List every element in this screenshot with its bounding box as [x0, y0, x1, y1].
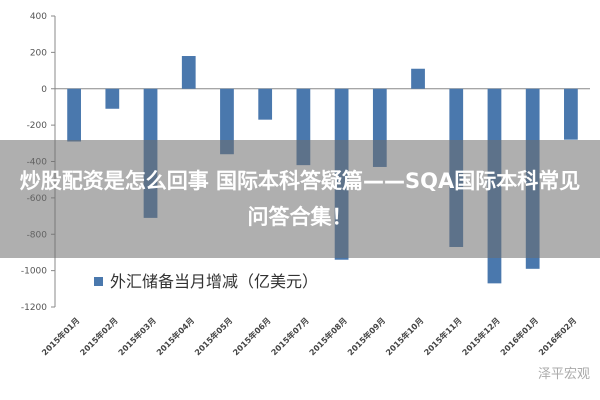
x-tick-label: 2015年09月 — [345, 315, 387, 357]
bar-2015年04月 — [181, 56, 196, 89]
watermark-text: 泽平宏观 — [537, 367, 590, 382]
bar-2015年05月 — [220, 88, 234, 155]
y-tick-label: 200 — [30, 48, 47, 58]
article-title: 炒股配资是怎么回事 国际本科答疑篇——SQA国际本科常见问答合集！ — [19, 169, 581, 229]
x-tick-label: 2015年06月 — [231, 315, 273, 357]
y-tick-label: -1200 — [21, 303, 47, 313]
bar-2015年02月 — [105, 88, 120, 109]
bar-2015年06月 — [258, 88, 273, 120]
x-tick-label: 2015年01月 — [40, 315, 82, 357]
y-tick-label: -200 — [27, 121, 48, 131]
y-tick-label: 400 — [30, 12, 47, 22]
x-tick-label: 2015年11月 — [422, 315, 464, 357]
legend-label: 外汇储备当月增减（亿美元） — [110, 272, 318, 291]
x-tick-label: 2015年04月 — [154, 315, 196, 357]
x-tick-label: 2016年01月 — [498, 315, 540, 357]
x-tick-label: 2016年02月 — [536, 315, 578, 357]
x-tick-label: 2015年03月 — [116, 315, 158, 357]
x-tick-label: 2015年12月 — [460, 315, 502, 357]
bar-2015年10月 — [411, 68, 425, 89]
x-tick-label: 2015年07月 — [269, 315, 311, 357]
legend-swatch — [94, 277, 103, 286]
bar-2016年02月 — [564, 88, 578, 140]
x-tick-label: 2015年08月 — [307, 315, 349, 357]
title-banner: 炒股配资是怎么回事 国际本科答疑篇——SQA国际本科常见问答合集！ — [0, 140, 600, 258]
x-tick-label: 2015年10月 — [383, 315, 425, 357]
y-tick-label: -1000 — [21, 267, 47, 277]
bar-2015年01月 — [67, 88, 81, 142]
y-tick-label: 0 — [41, 85, 47, 95]
x-tick-label: 2015年02月 — [78, 315, 120, 357]
x-tick-label: 2015年05月 — [192, 315, 234, 357]
